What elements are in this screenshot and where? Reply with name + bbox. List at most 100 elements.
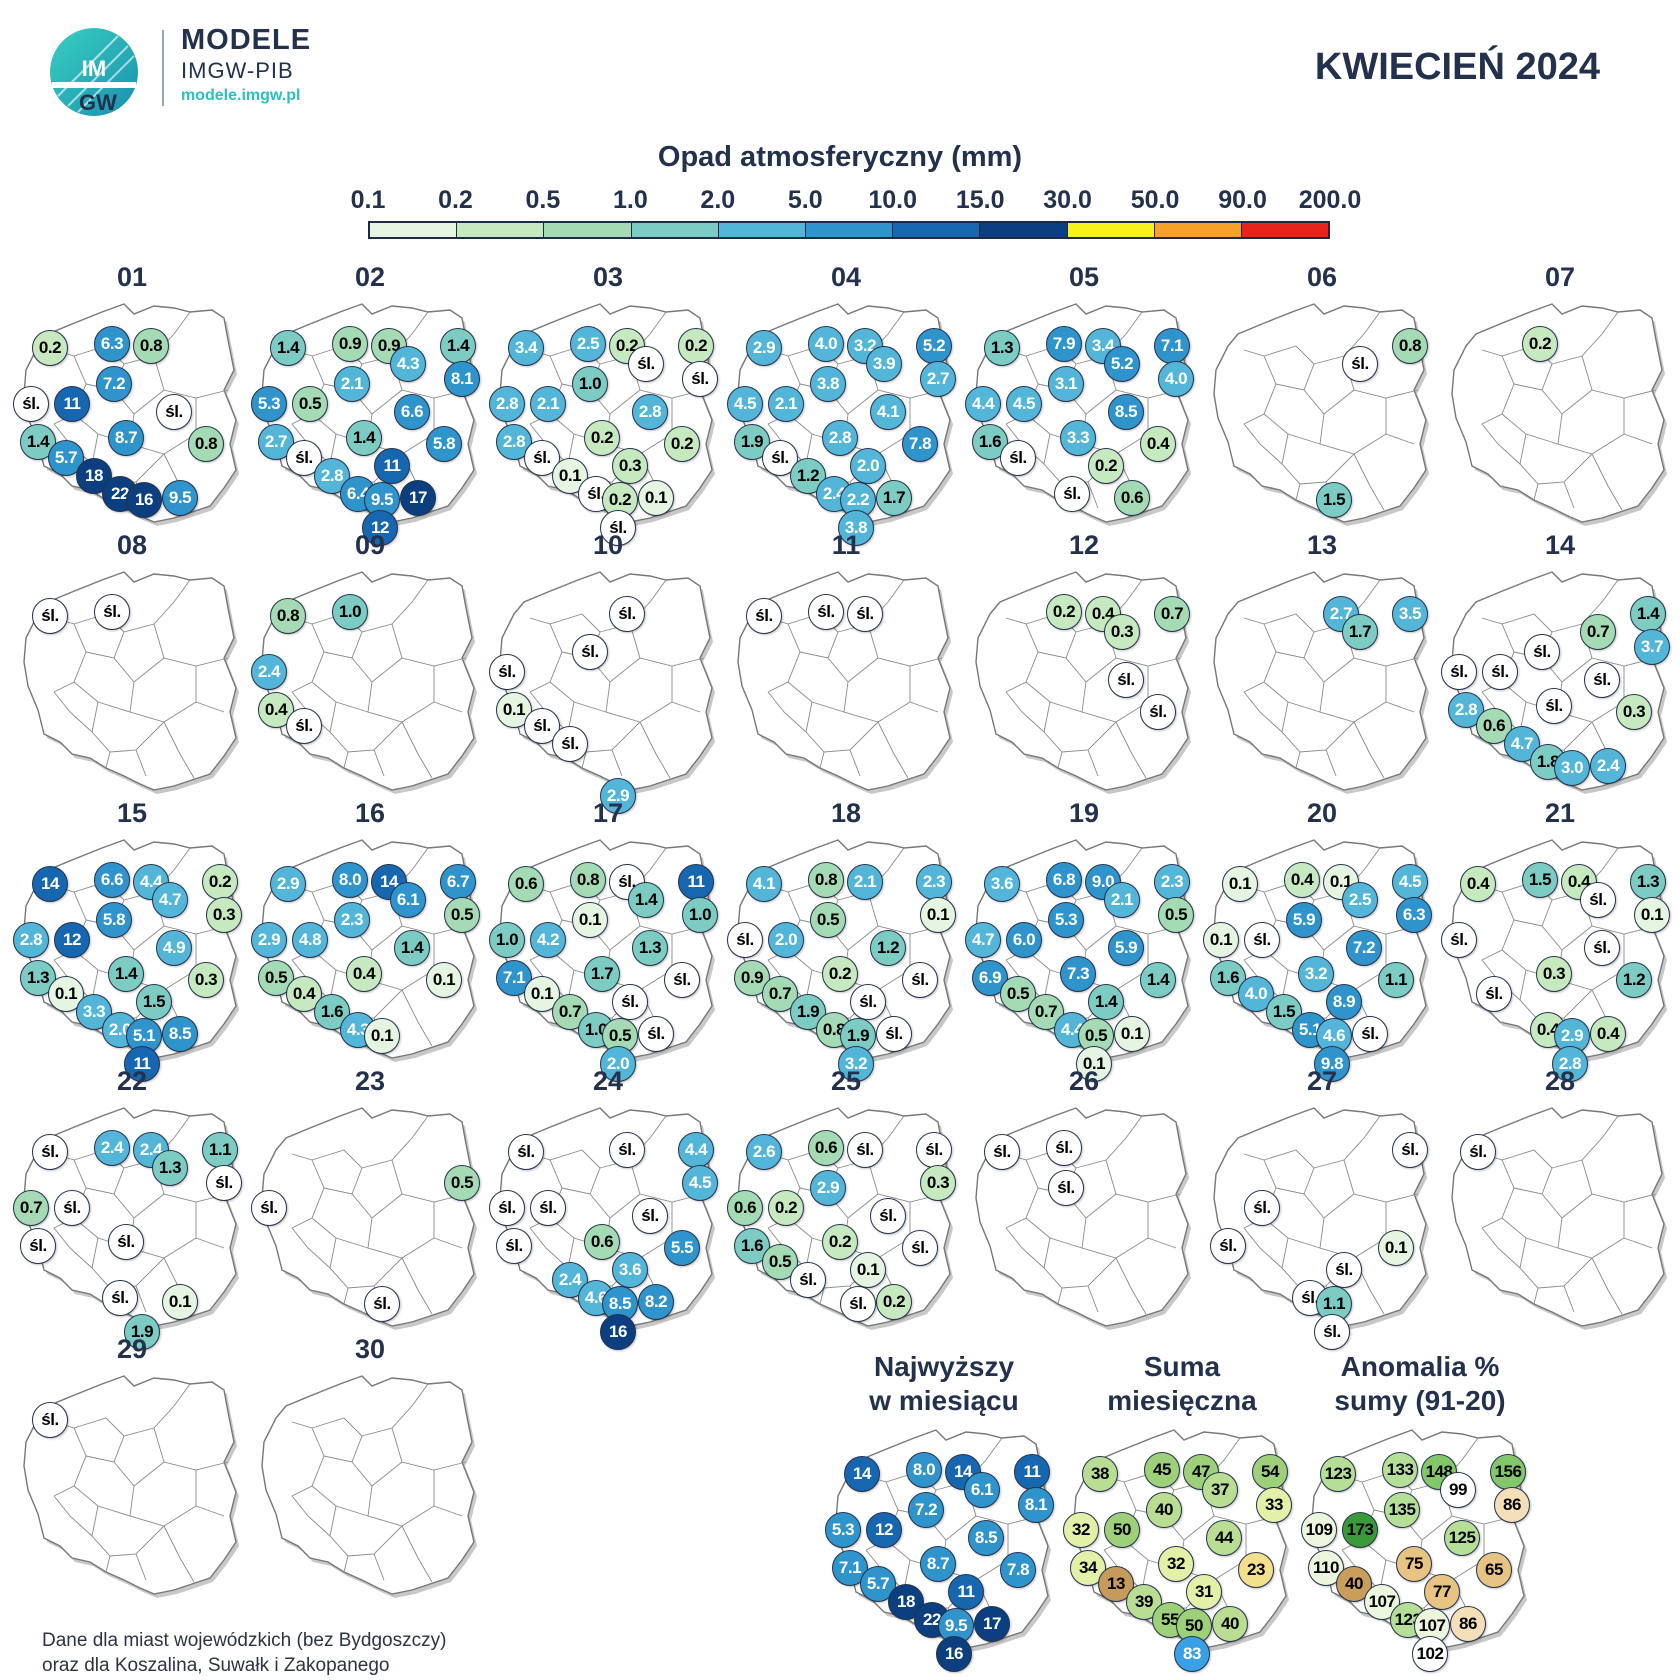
station-value-go: 2.8	[489, 386, 525, 422]
voivodeship-border	[1581, 355, 1657, 399]
day-map: śl. śl.	[14, 562, 250, 798]
station-value-rz: śl.	[1352, 1016, 1388, 1052]
day-map: śl. 0.8 1.5	[1204, 294, 1440, 530]
station-value-lu: 65	[1476, 1552, 1512, 1588]
station-value-ko: 2.5	[570, 326, 606, 362]
legend-color-segment	[718, 223, 806, 237]
station-value-lu: śl.	[664, 962, 700, 998]
station-value-ko: 1.5	[1522, 862, 1558, 898]
station-value-sz: śl.	[1460, 1134, 1496, 1170]
day-panel-13: 13 2.7 1.7 3.5	[1204, 530, 1440, 800]
day-label: 10	[592, 530, 624, 560]
station-value-sz: 3.4	[508, 330, 544, 366]
summary-title: Suma miesięczna	[1107, 1351, 1257, 1416]
station-value-go: śl.	[489, 654, 525, 690]
station-value-ol: 6.1	[964, 1472, 1000, 1508]
station-value-rz: 8.2	[638, 1284, 674, 1320]
day-map: 2.4 2.4 1.3 1.1 śl. śl. 0.7 śl. śl. śl. śl. 0.1 1.9	[13, 1098, 250, 1350]
station-value-ko: śl.	[94, 594, 130, 630]
country-outline	[23, 571, 237, 791]
station-value-sz: śl.	[32, 1402, 68, 1438]
voivodeship-border	[1115, 1257, 1147, 1315]
station-value-zg: śl.	[20, 1228, 56, 1264]
legend-color-segment	[805, 223, 894, 237]
legend-tick-label: 50.0	[1130, 186, 1180, 214]
summary-title: Anomalia % sumy (91-20)	[1334, 1351, 1506, 1416]
station-value-bi: 2.7	[920, 361, 956, 397]
day-panel-26: 26 śl. śl. śl.	[966, 1066, 1202, 1336]
station-value-lo: 1.7	[584, 956, 620, 992]
day-map: 0.5 śl. śl.	[251, 1098, 488, 1334]
station-value-ko: 0.8	[808, 862, 844, 898]
station-value-sz: 38	[1082, 1456, 1118, 1492]
station-value-po: śl.	[1244, 922, 1280, 958]
day-label: 09	[354, 530, 386, 560]
day-label: 29	[116, 1334, 148, 1364]
station-value-sz: 0.6	[508, 866, 544, 902]
station-value-wa: śl.	[1584, 662, 1620, 698]
station-value-rz: 9.5	[162, 480, 198, 516]
station-value-lu: śl.	[902, 962, 938, 998]
voivodeship-border	[639, 721, 671, 779]
station-value-go: 0.6	[727, 1190, 763, 1226]
station-value-bi: 33	[1256, 1487, 1292, 1523]
station-value-sz: śl.	[508, 1134, 544, 1170]
station-value-ki: 3.6	[612, 1252, 648, 1288]
day-map: 0.6 śl. śl. 2.6 2.9 0.3 0.6 0.2 śl. 0.2 1.6 0.5 0.1 ś…	[727, 1098, 964, 1334]
station-value-bi: 0.1	[1634, 897, 1670, 933]
voivodeship-border	[53, 1227, 93, 1269]
station-value-po: 4.8	[292, 922, 328, 958]
station-value-to: 3.8	[810, 366, 846, 402]
day-label: 11	[831, 530, 861, 560]
station-value-ka: 22	[102, 476, 138, 512]
voivodeship-border	[1115, 721, 1147, 779]
station-value-to: 5.8	[96, 902, 132, 938]
station-value-po: 2.1	[530, 386, 566, 422]
station-value-su: 11	[678, 864, 714, 900]
station-value-rz: 0.2	[876, 1284, 912, 1320]
station-value-ko: 6.3	[94, 326, 130, 362]
voivodeship-border	[1385, 433, 1415, 445]
day-panel-25: 25 0.6 śl. śl. 2.6 2.9 0.3 0.6 0.2 śl. 0.2 1.6 0.5 0.…	[727, 1066, 964, 1336]
day-panel-07: 07 0.2	[1442, 262, 1678, 532]
month-title: KWIECIEŃ 2024	[1314, 46, 1600, 88]
day-label: 04	[830, 262, 862, 292]
voivodeship-border	[629, 623, 705, 667]
station-value-op: śl.	[552, 726, 588, 762]
station-value-ko: śl.	[808, 594, 844, 630]
station-value-wa: 8.5	[968, 1520, 1004, 1556]
day-panel-03: 03 2.5 0.2 0.2 3.4 śl. śl. 1.0 2.8 2.1 2.8 2.8 0.2 śl…	[489, 262, 726, 546]
day-panel-12: 12 0.2 0.4 0.3 0.7 śl. śl.	[966, 530, 1202, 800]
station-value-op: śl.	[790, 1262, 826, 1298]
station-value-bi: 0.1	[920, 897, 956, 933]
station-value-wa: 8.5	[1108, 394, 1144, 430]
station-value-ol: 1.4	[628, 882, 664, 918]
station-value-bi: 4.5	[682, 1165, 718, 1201]
station-value-sz: 0.2	[32, 330, 68, 366]
station-value-zg: 1.3	[20, 960, 56, 996]
station-value-ko: 4.0	[808, 326, 844, 362]
station-value-sz: śl.	[984, 1134, 1020, 1170]
station-value-sz: 14	[32, 866, 68, 902]
day-label: 25	[830, 1066, 862, 1096]
station-value-zg: śl.	[496, 1228, 532, 1264]
station-value-lo: 1.4	[108, 956, 144, 992]
station-value-wa: 6.6	[394, 394, 430, 430]
station-value-kr: 0.1	[364, 1018, 400, 1054]
day-panel-23: 23 0.5 śl. śl.	[251, 1066, 488, 1336]
voivodeship-border	[1481, 1227, 1521, 1269]
station-value-go: 4.5	[727, 386, 763, 422]
station-value-su: 6.7	[440, 864, 476, 900]
station-value-lo: 3.2	[1298, 956, 1334, 992]
station-value-lu: 0.4	[1140, 426, 1176, 462]
station-value-bi: 8.1	[1018, 1487, 1054, 1523]
voivodeship-border	[819, 751, 825, 769]
day-label: 23	[354, 1066, 386, 1096]
voivodeship-border	[1057, 1287, 1063, 1305]
station-value-sz: 0.4	[1460, 866, 1496, 902]
station-value-kr: 1.5	[1316, 482, 1352, 518]
legend-tick-label: 10.0	[868, 186, 918, 214]
voivodeship-border	[373, 1553, 385, 1581]
voivodeship-border	[1551, 1115, 1619, 1169]
country-outline	[1213, 1107, 1427, 1327]
